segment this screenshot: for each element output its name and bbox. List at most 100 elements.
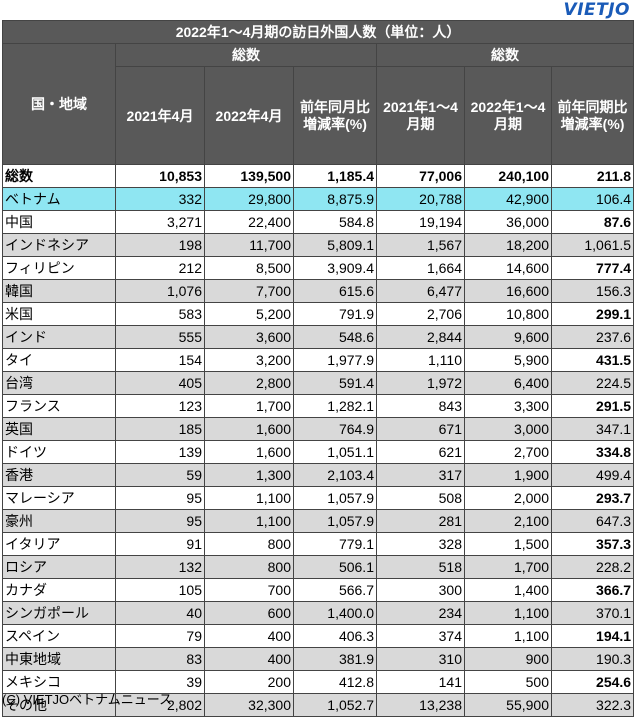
value-period-change: 194.1	[550, 624, 634, 648]
table-body: 総数 10,853 139,500 1,185.4 77,006 240,100 211.8…	[2, 164, 634, 717]
value-2021-april: 105	[115, 578, 205, 602]
value-2022-period: 1,400	[464, 578, 552, 602]
value-period-change: 777.4	[550, 256, 634, 280]
copyright-footer: (C) VIETJOベトナムニュース	[2, 692, 173, 707]
value-period-change: 499.4	[550, 463, 634, 487]
value-2021-april: 132	[115, 555, 205, 579]
value-2022-april: 139,500	[204, 164, 294, 188]
value-month-change: 1,400.0	[293, 601, 377, 625]
value-2021-april: 83	[115, 647, 205, 671]
value-2021-period: 6,477	[376, 279, 465, 303]
value-2021-period: 19,194	[376, 210, 465, 234]
value-2022-april: 1,600	[204, 417, 294, 441]
value-2022-period: 14,600	[464, 256, 552, 280]
value-2021-period: 328	[376, 532, 465, 556]
value-2022-april: 8,500	[204, 256, 294, 280]
header-2021-april: 2021年4月	[115, 66, 205, 165]
value-2022-period: 3,000	[464, 417, 552, 441]
value-2022-april: 11,700	[204, 233, 294, 257]
value-2021-april: 95	[115, 509, 205, 533]
region-cell: スペイン	[2, 624, 116, 648]
value-month-change: 791.9	[293, 302, 377, 326]
value-period-change: 366.7	[550, 578, 634, 602]
table-row: インドネシア 198 11,700 5,809.1 1,567 18,200 1,061.5	[2, 233, 634, 257]
table-row: 米国 583 5,200 791.9 2,706 10,800 299.1	[2, 302, 634, 326]
table-row: ベトナム 332 29,800 8,875.9 20,788 42,900 106.4	[2, 187, 634, 211]
value-period-change: 254.6	[550, 670, 634, 694]
value-2022-period: 240,100	[464, 164, 552, 188]
header-region: 国・地域	[2, 43, 116, 165]
value-2022-period: 18,200	[464, 233, 552, 257]
value-month-change: 566.7	[293, 578, 377, 602]
header-period-change: 前年同期比増減率(%)	[550, 66, 634, 165]
value-month-change: 412.8	[293, 670, 377, 694]
value-period-change: 237.6	[550, 325, 634, 349]
value-period-change: 299.1	[550, 302, 634, 326]
value-2022-april: 400	[204, 624, 294, 648]
value-month-change: 1,052.7	[293, 693, 377, 717]
region-cell: インドネシア	[2, 233, 116, 257]
value-2022-period: 10,800	[464, 302, 552, 326]
vietjo-logo: VIETJO	[563, 0, 630, 20]
value-month-change: 584.8	[293, 210, 377, 234]
value-2021-period: 317	[376, 463, 465, 487]
value-2021-april: 154	[115, 348, 205, 372]
region-cell: 豪州	[2, 509, 116, 533]
value-2022-april: 200	[204, 670, 294, 694]
value-month-change: 3,909.4	[293, 256, 377, 280]
value-2021-april: 555	[115, 325, 205, 349]
value-2022-period: 1,500	[464, 532, 552, 556]
value-2022-period: 1,100	[464, 624, 552, 648]
value-period-change: 291.5	[550, 394, 634, 418]
value-2021-period: 843	[376, 394, 465, 418]
value-period-change: 87.6	[550, 210, 634, 234]
value-2021-april: 10,853	[115, 164, 205, 188]
value-2021-april: 212	[115, 256, 205, 280]
value-2021-april: 95	[115, 486, 205, 510]
value-2022-april: 22,400	[204, 210, 294, 234]
value-2022-april: 3,600	[204, 325, 294, 349]
region-cell: フィリピン	[2, 256, 116, 280]
header-group-period: 総数	[375, 43, 634, 67]
value-month-change: 381.9	[293, 647, 377, 671]
value-2021-period: 1,664	[376, 256, 465, 280]
table-row: イタリア 91 800 779.1 328 1,500 357.3	[2, 532, 634, 556]
value-period-change: 156.3	[550, 279, 634, 303]
value-2022-period: 1,700	[464, 555, 552, 579]
value-month-change: 1,057.9	[293, 486, 377, 510]
value-2022-period: 500	[464, 670, 552, 694]
header-2021-period: 2021年1～4月期	[376, 66, 465, 165]
header-group-month: 総数	[115, 43, 377, 67]
value-2021-april: 59	[115, 463, 205, 487]
value-period-change: 334.8	[550, 440, 634, 464]
value-2022-period: 36,000	[464, 210, 552, 234]
region-cell: インド	[2, 325, 116, 349]
value-month-change: 1,977.9	[293, 348, 377, 372]
value-2021-april: 79	[115, 624, 205, 648]
value-2022-period: 900	[464, 647, 552, 671]
value-2022-april: 1,700	[204, 394, 294, 418]
value-2022-april: 2,800	[204, 371, 294, 395]
value-2021-period: 1,567	[376, 233, 465, 257]
value-2021-period: 1,110	[376, 348, 465, 372]
region-cell: シンガポール	[2, 601, 116, 625]
visitor-table: 2022年1～4月期の訪日外国人数（単位：人） 国・地域 総数 総数 2021年…	[1, 20, 634, 717]
value-period-change: 322.3	[550, 693, 634, 717]
value-month-change: 764.9	[293, 417, 377, 441]
value-2022-april: 1,300	[204, 463, 294, 487]
value-2021-period: 2,844	[376, 325, 465, 349]
value-period-change: 228.2	[550, 555, 634, 579]
value-2022-april: 800	[204, 532, 294, 556]
value-2022-april: 29,800	[204, 187, 294, 211]
value-period-change: 211.8	[550, 164, 634, 188]
value-month-change: 615.6	[293, 279, 377, 303]
value-2021-period: 13,238	[376, 693, 465, 717]
value-month-change: 506.1	[293, 555, 377, 579]
value-2022-period: 1,100	[464, 601, 552, 625]
value-2021-period: 508	[376, 486, 465, 510]
value-2022-period: 2,100	[464, 509, 552, 533]
value-2022-april: 700	[204, 578, 294, 602]
region-cell: カナダ	[2, 578, 116, 602]
region-cell: 香港	[2, 463, 116, 487]
value-2021-april: 1,076	[115, 279, 205, 303]
